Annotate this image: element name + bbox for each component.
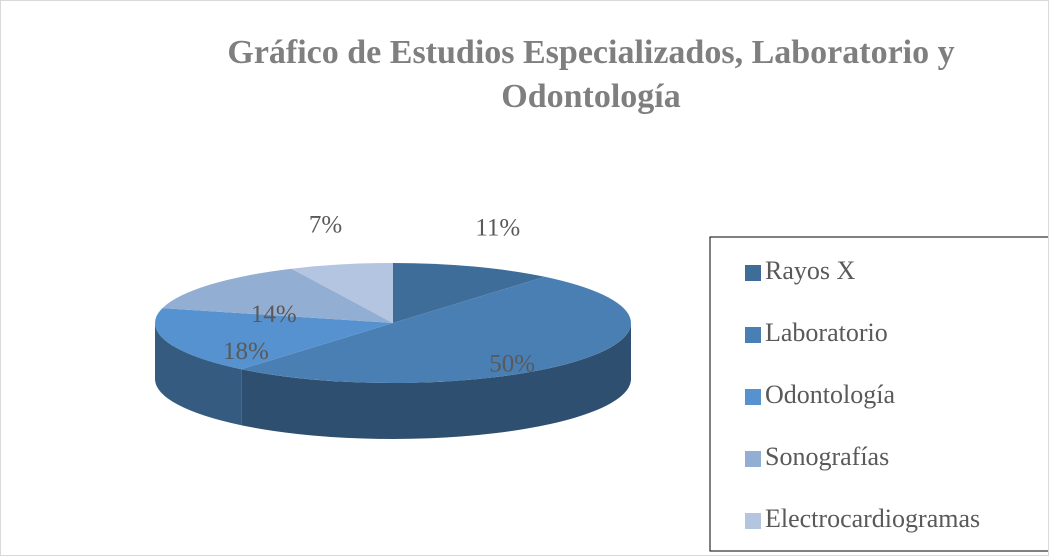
legend-swatch [745,265,761,281]
data-label: 11% [475,214,520,241]
slice [162,268,393,323]
legend-swatch [745,513,761,529]
legend-swatch [745,389,761,405]
data-label: 18% [223,338,269,365]
legend-box [709,236,1048,552]
slice [241,276,631,383]
slice [393,263,545,323]
data-label: 14% [251,301,297,328]
data-label: 7% [309,212,342,239]
slice [291,263,393,323]
legend-label: Sonografías [765,442,889,471]
data-label: 50% [489,351,535,378]
chart-title: Gráfico de Estudios Especializados, Labo… [227,34,955,115]
legend-label: Odontología [765,380,895,409]
legend-label: Rayos X [765,256,856,285]
slice-side [241,323,631,440]
legend-swatch [745,327,761,343]
slice [155,308,393,370]
legend-label: Laboratorio [765,318,888,347]
slice-side [155,323,242,426]
legend-label: Electrocardiogramas [765,504,980,533]
legend-swatch [745,451,761,467]
